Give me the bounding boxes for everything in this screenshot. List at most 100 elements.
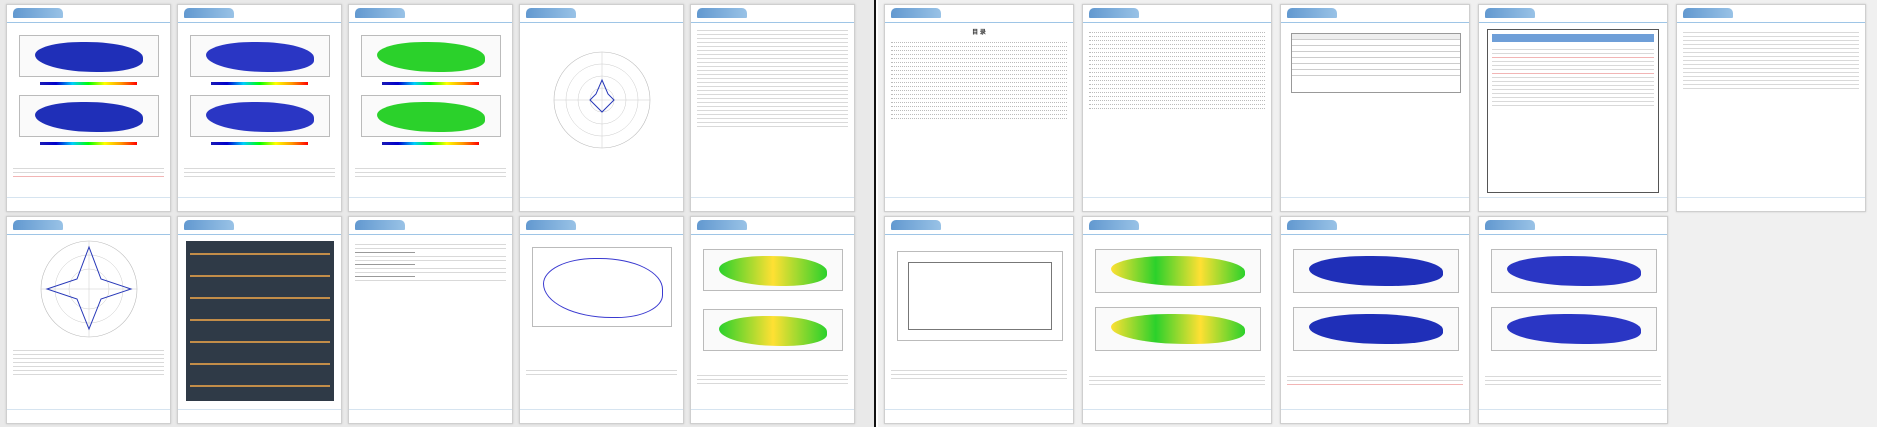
company-logo bbox=[1089, 8, 1139, 18]
floor-plan-image bbox=[532, 247, 672, 327]
page-header bbox=[691, 5, 854, 23]
heatmap-image bbox=[1293, 249, 1459, 293]
company-logo bbox=[891, 220, 941, 230]
page-thumbnail[interactable] bbox=[1082, 216, 1272, 424]
company-logo bbox=[697, 8, 747, 18]
page-footer bbox=[691, 409, 854, 423]
page-thumbnail[interactable] bbox=[690, 4, 855, 212]
company-logo bbox=[13, 220, 63, 230]
heatmap-image bbox=[1491, 249, 1657, 293]
document-pages-left bbox=[0, 0, 876, 427]
table-of-contents bbox=[1089, 29, 1265, 112]
company-logo bbox=[1287, 220, 1337, 230]
polar-plot bbox=[553, 51, 651, 149]
paragraph bbox=[891, 367, 1067, 382]
company-logo bbox=[1089, 220, 1139, 230]
heatmap-image bbox=[1095, 249, 1261, 293]
summary-box bbox=[1487, 29, 1659, 193]
page-footer bbox=[1083, 409, 1271, 423]
page-thumbnail[interactable] bbox=[519, 216, 684, 424]
page-footer bbox=[1281, 197, 1469, 211]
heatmap-image bbox=[361, 95, 501, 137]
color-legend bbox=[381, 82, 480, 85]
page-thumbnail[interactable] bbox=[6, 216, 171, 424]
page-thumbnail[interactable] bbox=[1280, 216, 1470, 424]
page-footer bbox=[885, 197, 1073, 211]
page-header bbox=[349, 5, 512, 23]
company-logo bbox=[526, 8, 576, 18]
page-header bbox=[178, 217, 341, 235]
paragraph bbox=[13, 165, 164, 180]
company-logo bbox=[184, 8, 234, 18]
revision-table bbox=[1291, 33, 1461, 93]
heatmap-image bbox=[1491, 307, 1657, 351]
paragraph bbox=[184, 165, 335, 180]
page-footer bbox=[1479, 409, 1667, 423]
heatmap-image bbox=[703, 309, 843, 351]
heatmap-image bbox=[1095, 307, 1261, 351]
page-header bbox=[178, 5, 341, 23]
page-header bbox=[520, 5, 683, 23]
page-thumbnail[interactable] bbox=[690, 216, 855, 424]
paragraph bbox=[697, 372, 848, 387]
page-footer bbox=[349, 409, 512, 423]
page-footer bbox=[178, 197, 341, 211]
heatmap-image bbox=[361, 35, 501, 77]
page-footer bbox=[520, 197, 683, 211]
page-header bbox=[1083, 217, 1271, 235]
page-thumbnail[interactable] bbox=[348, 4, 513, 212]
paragraph bbox=[1485, 373, 1661, 388]
company-logo bbox=[1287, 8, 1337, 18]
page-header bbox=[885, 217, 1073, 235]
color-legend bbox=[210, 142, 309, 145]
floor-plan-image bbox=[897, 251, 1063, 341]
page-footer bbox=[178, 409, 341, 423]
company-logo bbox=[1683, 8, 1733, 18]
page-header bbox=[1281, 217, 1469, 235]
company-logo bbox=[526, 220, 576, 230]
heatmap-image bbox=[190, 95, 330, 137]
page-header bbox=[349, 217, 512, 235]
paragraph bbox=[355, 241, 506, 284]
page-footer bbox=[520, 409, 683, 423]
page-footer bbox=[7, 409, 170, 423]
page-thumbnail[interactable] bbox=[1082, 4, 1272, 212]
paragraph bbox=[1287, 373, 1463, 388]
page-thumbnail[interactable] bbox=[348, 216, 513, 424]
page-header bbox=[520, 217, 683, 235]
page-footer bbox=[1281, 409, 1469, 423]
page-thumbnail[interactable] bbox=[1676, 4, 1866, 212]
color-legend bbox=[210, 82, 309, 85]
page-thumbnail[interactable] bbox=[519, 4, 684, 212]
paragraph bbox=[1089, 373, 1265, 388]
polar-plot bbox=[40, 240, 138, 338]
company-logo bbox=[1485, 220, 1535, 230]
page-header bbox=[885, 5, 1073, 23]
data-table bbox=[13, 347, 164, 378]
color-legend bbox=[381, 142, 480, 145]
heatmap-image bbox=[19, 95, 159, 137]
page-footer bbox=[691, 197, 854, 211]
page-footer bbox=[1479, 197, 1667, 211]
page-header bbox=[1083, 5, 1271, 23]
page-footer bbox=[1677, 197, 1865, 211]
page-thumbnail[interactable] bbox=[6, 4, 171, 212]
page-thumbnail[interactable] bbox=[1280, 4, 1470, 212]
page-thumbnail[interactable] bbox=[884, 216, 1074, 424]
page-footer bbox=[349, 197, 512, 211]
page-header bbox=[7, 5, 170, 23]
page-thumbnail[interactable] bbox=[1478, 4, 1668, 212]
paragraph bbox=[526, 367, 677, 378]
page-thumbnail[interactable] bbox=[177, 216, 342, 424]
page-header bbox=[1677, 5, 1865, 23]
heatmap-image bbox=[19, 35, 159, 77]
page-footer bbox=[7, 197, 170, 211]
page-footer bbox=[1083, 197, 1271, 211]
document-pages-right: 目 录 bbox=[878, 0, 1877, 427]
heatmap-image bbox=[703, 249, 843, 291]
company-logo bbox=[184, 220, 234, 230]
page-thumbnail[interactable] bbox=[1478, 216, 1668, 424]
page-thumbnail[interactable] bbox=[177, 4, 342, 212]
heatmap-image bbox=[190, 35, 330, 77]
page-thumbnail[interactable]: 目 录 bbox=[884, 4, 1074, 212]
